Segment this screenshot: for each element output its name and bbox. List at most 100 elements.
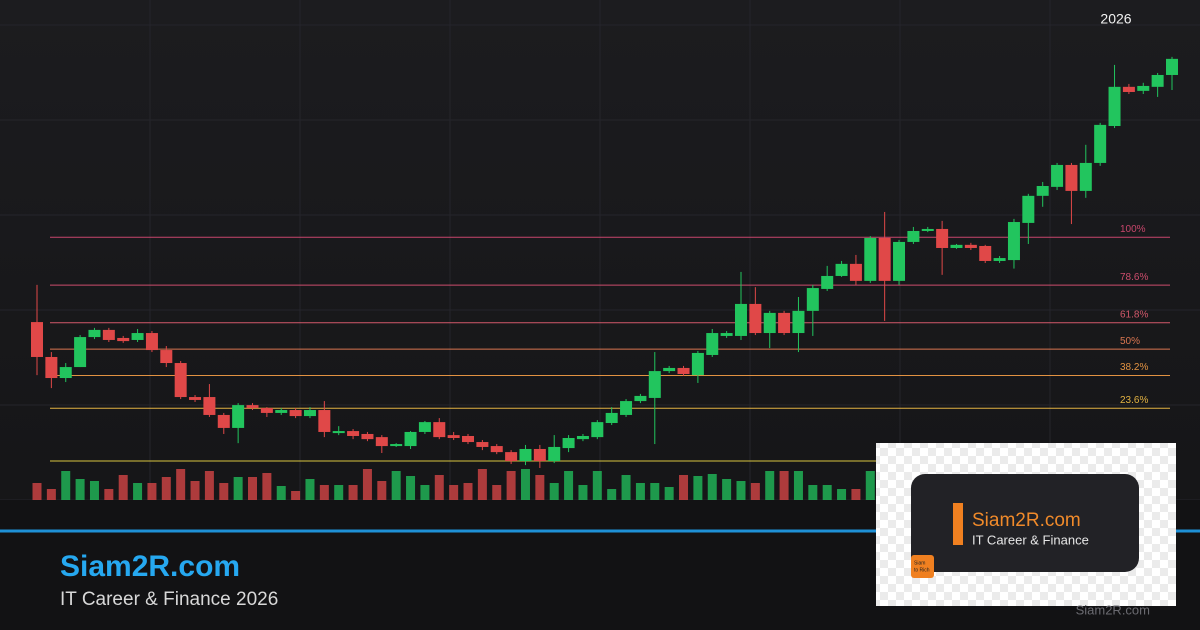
candle-body — [117, 337, 130, 342]
candle-body — [749, 303, 762, 334]
candle-body — [1137, 85, 1150, 91]
candle-body — [275, 410, 288, 413]
volume-bar — [420, 485, 430, 500]
volume-bar — [578, 485, 588, 500]
candle-body — [418, 422, 431, 432]
volume-bar — [736, 481, 746, 500]
candle-body — [1022, 195, 1035, 223]
watermark: Siam2R.com — [1076, 602, 1150, 617]
candle-body — [792, 310, 805, 334]
volume-bar — [75, 479, 85, 500]
plot: 100% 78.6% 61.8% 50% 38.2% 23.6% — [31, 56, 1178, 468]
badge-title: Siam2R.com — [972, 510, 1081, 531]
candle-body — [375, 437, 388, 447]
candle-body — [160, 350, 173, 364]
volume-bar — [147, 483, 157, 500]
volume-bar — [61, 471, 71, 500]
candle-body — [1051, 164, 1064, 187]
volume-bar — [334, 485, 344, 500]
volume-bar — [348, 485, 358, 500]
candle-body — [878, 237, 891, 281]
candle-body — [260, 408, 273, 413]
candle-body — [720, 333, 733, 336]
level-label: 61.8% — [1120, 309, 1148, 320]
volume-bar — [32, 483, 42, 500]
candle-body — [447, 435, 460, 439]
candle-body — [634, 395, 647, 402]
volume-bar — [707, 474, 717, 500]
candle-body — [893, 241, 906, 281]
candle-body — [907, 230, 920, 242]
volume-bar — [248, 477, 258, 500]
candle-body — [1151, 74, 1164, 87]
volume-bar — [46, 489, 56, 500]
candle-body — [490, 446, 503, 453]
volume-bar — [535, 475, 545, 500]
level-label: 100% — [1120, 224, 1146, 235]
badge-card — [911, 474, 1139, 572]
volume-bar — [650, 483, 660, 500]
candle-body — [189, 397, 202, 400]
volume-bar — [104, 489, 114, 500]
volume-bar — [851, 489, 861, 500]
candle-body — [390, 444, 403, 447]
candle-body — [361, 433, 374, 440]
candle-body — [45, 356, 58, 379]
candle-body — [562, 438, 575, 449]
candle-body — [533, 448, 546, 462]
volume-bar — [765, 471, 775, 500]
volume-bar — [391, 471, 401, 500]
candle-body — [476, 442, 489, 447]
volume-bar — [822, 485, 832, 500]
volume-layer — [32, 469, 875, 500]
candle-body — [591, 422, 604, 438]
badge-logo — [911, 555, 934, 578]
volume-bar — [434, 475, 444, 500]
candle-body — [993, 258, 1006, 261]
volume-bar — [837, 489, 847, 500]
volume-bar — [377, 481, 387, 500]
candle-body — [232, 405, 245, 428]
candle-body — [548, 446, 561, 462]
volume-bar — [492, 485, 502, 500]
candle-body — [921, 228, 934, 231]
volume-bar — [161, 477, 171, 500]
candle-body — [332, 431, 345, 434]
brand-title: Siam2R.com — [60, 550, 240, 583]
volume-bar — [808, 485, 818, 500]
volume-bar — [219, 483, 229, 500]
candle-body — [404, 431, 417, 447]
badge-accent — [953, 503, 963, 545]
candle-body — [203, 397, 216, 415]
candle-body — [1079, 162, 1092, 191]
candle-body — [347, 431, 360, 436]
candle-body — [706, 333, 719, 355]
volume-bar — [477, 469, 487, 500]
level-label: 50% — [1120, 336, 1140, 347]
candle-body — [620, 401, 633, 415]
candle-body — [806, 288, 819, 311]
volume-bar — [276, 486, 286, 500]
candle-body — [505, 452, 518, 462]
volume-bar — [607, 489, 617, 500]
badge-logo-top: Siam — [914, 560, 925, 566]
candle-body — [303, 410, 316, 417]
candle-body — [31, 322, 43, 357]
candle-body — [936, 228, 949, 248]
level-label: 23.6% — [1120, 395, 1148, 406]
brand-subtitle: IT Career & Finance 2026 — [60, 589, 278, 610]
candle-body — [734, 303, 747, 336]
level-label: 78.6% — [1120, 272, 1148, 283]
candle-body — [462, 435, 475, 443]
decor-grid — [0, 0, 1200, 501]
candle-body — [950, 244, 963, 248]
candle-body — [1094, 124, 1107, 163]
candle-body — [821, 275, 834, 289]
candle-body — [648, 371, 661, 398]
badge-logo-bottom: to Rich — [914, 567, 930, 573]
volume-bar — [549, 483, 559, 500]
volume-bar — [204, 471, 214, 500]
volume-bar — [865, 471, 875, 500]
candle-body — [246, 405, 259, 409]
